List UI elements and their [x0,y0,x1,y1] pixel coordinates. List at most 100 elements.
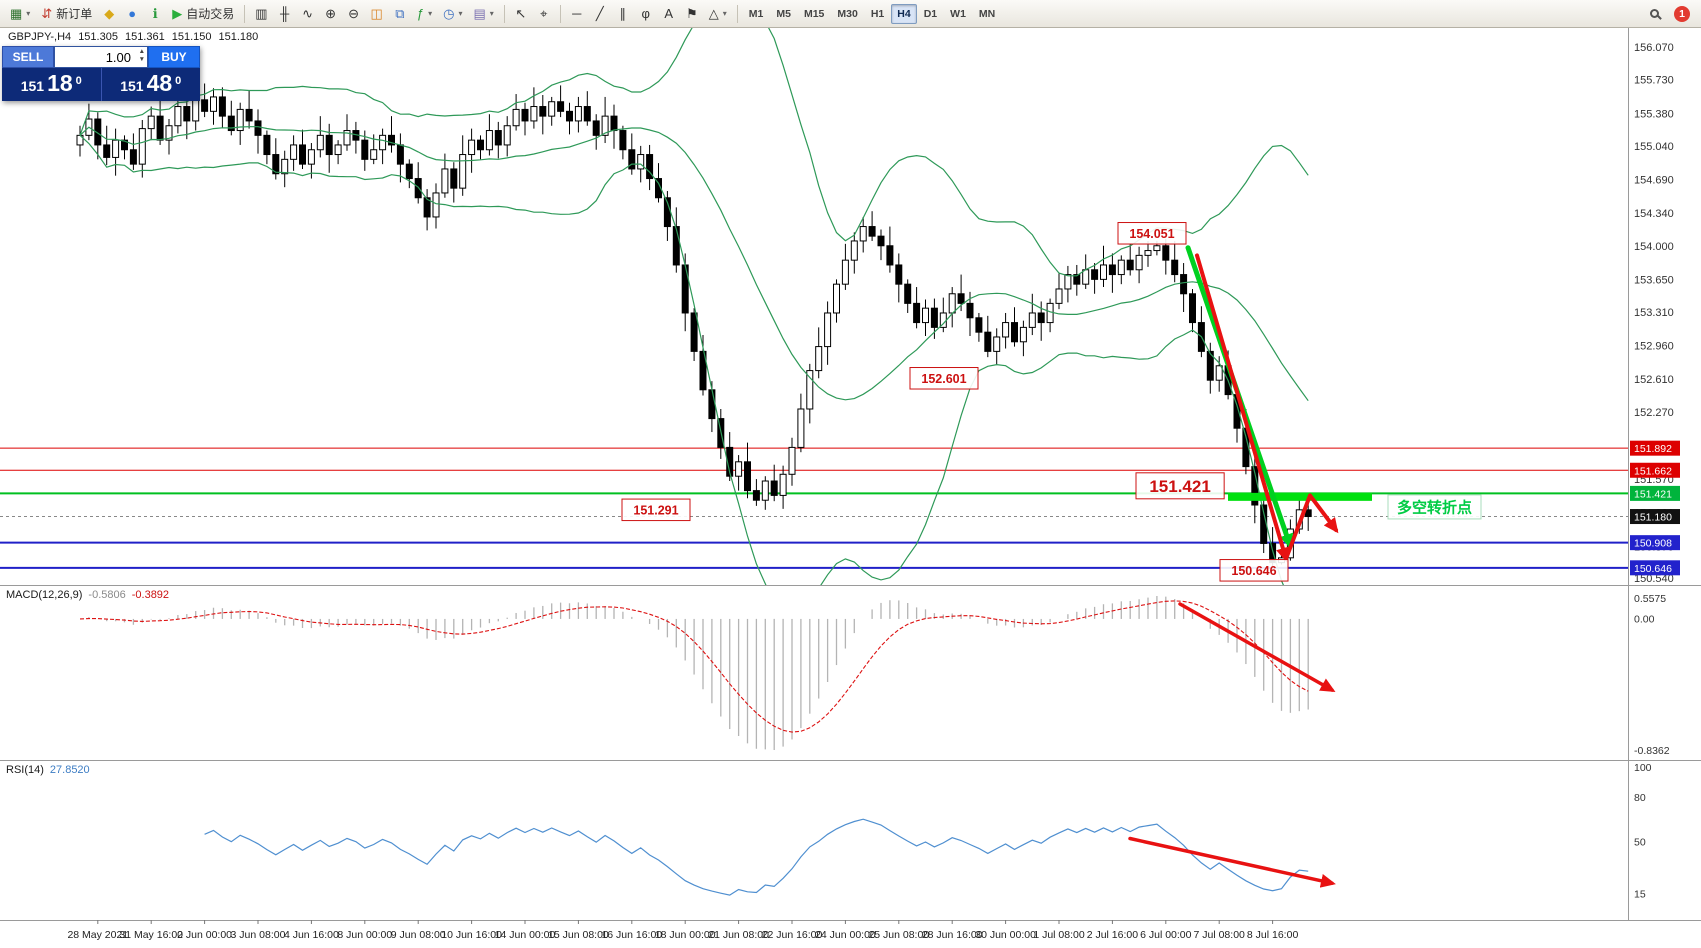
buy-price-button[interactable]: 151 48 0 [102,68,201,101]
candle-body [690,312,698,352]
market-depth-button[interactable]: ◆ [98,3,120,25]
autotrade-button[interactable]: ▶ 自动交易 [167,3,239,25]
label-tool-button[interactable]: ⚑ [681,3,703,25]
candle-body [530,106,538,122]
candle-body [94,118,102,146]
timeframe-h1[interactable]: H1 [870,7,885,20]
autotrade-label: 自动交易 [186,7,235,21]
timeframe-w1[interactable]: W1 [950,7,966,20]
help-button[interactable]: ℹ [144,3,166,25]
candle-body [396,144,404,165]
trend-arrow[interactable] [1128,836,1336,888]
buy-button[interactable]: BUY [148,46,200,68]
timeframe-d1[interactable]: D1 [923,7,938,20]
chart-ohlc-header: GBPJPY-,H4 151.305 151.361 151.150 151.1… [8,31,258,43]
candle-body [975,317,983,333]
price-annotation-label[interactable]: 154.051 [1117,222,1187,245]
tile-windows-button[interactable]: ◫ [366,3,388,25]
zoom-in-button[interactable]: ⊕ [320,3,342,25]
timeframe-m30[interactable]: M30 [837,7,858,20]
svg-text:22 Jun 16:00: 22 Jun 16:00 [762,929,823,941]
template-button[interactable]: ▤ ▾ [468,3,498,25]
open-value: 151.305 [78,31,118,43]
chevron-down-icon: ▾ [489,9,494,18]
new-chart-button[interactable]: ▦ ▾ [5,3,35,25]
timeframe-m5[interactable]: M5 [776,7,791,20]
shapes-icon: △ [708,6,719,21]
cursor-button[interactable]: ↖ [510,3,532,25]
candle-body [957,293,965,304]
cascade-windows-button[interactable]: ⧉ [389,3,411,25]
candle-body [307,149,315,165]
candle-body [744,461,751,492]
bar-chart-button[interactable]: ▥ [250,3,272,25]
sell-button[interactable]: SELL [2,46,54,68]
fibonacci-tool-button[interactable]: φ [635,3,657,25]
price-annotation-label[interactable]: 151.291 [621,498,691,522]
trend-arrow[interactable] [1195,253,1290,563]
sell-price-sup: 0 [75,75,82,87]
hline-tool-button[interactable]: ─ [566,3,588,25]
trendline-icon: ╱ [595,6,604,21]
stepper-up-icon[interactable]: ▲ [138,48,145,55]
periods-button[interactable]: ◷ ▾ [438,3,467,25]
new-order-button[interactable]: ⇵ 新订单 [36,3,97,25]
support-bar[interactable] [1228,492,1372,501]
candle-body [850,240,858,261]
candle-body [930,307,938,328]
candle-chart-button[interactable]: ╫ [274,3,296,25]
timeframe-m15[interactable]: M15 [803,7,825,20]
candle-body [121,139,128,151]
candle-body [183,106,191,122]
crosshair-button[interactable]: ⌖ [533,3,555,25]
timeframe-h4[interactable]: H4 [891,3,917,24]
new-order-icon: ⇵ [41,6,53,21]
trendline-tool-button[interactable]: ╱ [589,3,611,25]
rsi-line [204,818,1309,896]
candle-body [1037,312,1045,324]
chevron-down-icon: ▾ [722,9,727,18]
stepper-down-icon[interactable]: ▼ [138,55,145,63]
price-axis-badge: 151.662 [1630,462,1680,478]
channel-tool-button[interactable]: ∥ [612,3,634,25]
timeframe-m1[interactable]: M1 [748,7,764,20]
text-tool-button[interactable]: A [658,3,680,25]
price-annotation-label[interactable]: 152.601 [909,367,979,390]
candle-body [1126,259,1134,271]
candle-body [174,106,182,127]
shapes-tool-button[interactable]: △ ▾ [704,3,732,25]
candle-body [103,144,111,158]
candle-body [699,350,707,391]
price-axis-badge: 151.892 [1630,440,1680,456]
volume-stepper[interactable]: ▲ ▼ [138,48,145,63]
zoom-out-button[interactable]: ⊖ [343,3,365,25]
search-button[interactable] [1643,3,1665,25]
timeframe-mn[interactable]: MN [978,7,996,20]
trend-arrow[interactable] [1178,602,1336,692]
candle-body [201,99,209,112]
price-annotation-label[interactable]: 151.421 [1135,472,1225,500]
candle-body [1180,274,1188,295]
candle-body [1117,259,1125,276]
candle-body [797,408,805,448]
notification-badge[interactable]: 1 [1674,5,1690,22]
candle-body [343,130,351,146]
volume-input[interactable]: 1.00 ▲ ▼ [54,46,148,68]
trend-arrow[interactable] [1284,493,1339,561]
price-annotation-label[interactable]: 多空转折点 [1387,494,1482,520]
bollinger-lower-band [79,134,1285,585]
candle-body [1091,269,1099,280]
svg-text:1 Jul 08:00: 1 Jul 08:00 [1033,929,1085,941]
community-button[interactable]: ● [121,3,143,25]
sell-price-button[interactable]: 151 18 0 [2,68,102,101]
line-chart-button[interactable]: ∿ [297,3,319,25]
indicators-button[interactable]: ƒ ▾ [412,3,437,25]
svg-text:25 Jun 08:00: 25 Jun 08:00 [868,929,929,941]
candle-body [379,134,387,151]
buy-price-sup: 0 [175,75,182,87]
svg-text:155.730: 155.730 [1634,75,1674,87]
price-annotation-label[interactable]: 150.646 [1219,559,1289,582]
sell-price-pips: 18 [47,70,73,96]
